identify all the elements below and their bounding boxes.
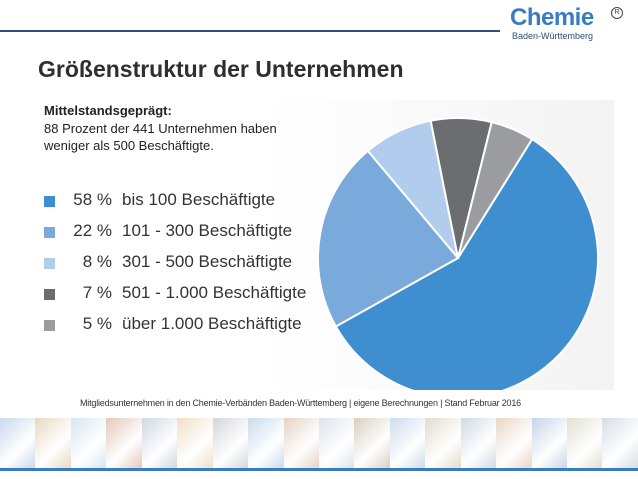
photo-tile bbox=[425, 418, 461, 468]
photo-tile bbox=[212, 418, 249, 468]
page-title: Größenstruktur der Unternehmen bbox=[38, 56, 404, 82]
chemie-logo: Chemie R Baden-Württemberg bbox=[508, 4, 632, 44]
photo-tile bbox=[106, 418, 142, 468]
photo-tile bbox=[70, 418, 107, 468]
footnote: Mitgliedsunternehmen in den Chemie-Verbä… bbox=[80, 398, 521, 408]
photo-tile bbox=[0, 418, 36, 468]
photo-tile bbox=[567, 418, 603, 468]
legend-label: über 1.000 Beschäftigte bbox=[122, 314, 302, 333]
legend-swatch bbox=[44, 320, 55, 331]
legend-swatch bbox=[44, 258, 55, 269]
photo-tile bbox=[460, 418, 497, 468]
legend-label: 301 - 500 Beschäftigte bbox=[122, 252, 293, 271]
photo-tile bbox=[389, 418, 426, 468]
legend-label: bis 100 Beschäftigte bbox=[122, 190, 276, 209]
legend-percent: 58 % bbox=[73, 190, 112, 209]
header-rule bbox=[0, 30, 500, 32]
legend-swatch bbox=[44, 196, 55, 207]
photo-tile bbox=[283, 418, 319, 468]
photo-tile bbox=[496, 418, 532, 468]
photo-tile bbox=[35, 418, 71, 468]
pie-slice bbox=[334, 137, 599, 390]
photo-tile bbox=[602, 418, 638, 468]
legend-percent: 22 % bbox=[73, 221, 112, 240]
photo-strip bbox=[0, 418, 638, 468]
subheading: Mittelstandsgeprägt: bbox=[44, 103, 172, 118]
logo-subline: Baden-Württemberg bbox=[512, 31, 594, 41]
photo-tile bbox=[318, 418, 355, 468]
photo-tile bbox=[248, 418, 284, 468]
photo-tile bbox=[177, 418, 213, 468]
pie-slice bbox=[457, 120, 534, 259]
legend-swatch bbox=[44, 227, 55, 238]
legend-percent: 5 % bbox=[82, 314, 112, 333]
photo-tile bbox=[141, 418, 178, 468]
legend-percent: 7 % bbox=[82, 283, 112, 302]
legend-swatch bbox=[44, 289, 55, 300]
description-text: 88 Prozent der 441 Unternehmen haben wen… bbox=[44, 121, 277, 153]
pie-chart bbox=[317, 117, 599, 390]
legend-label: 501 - 1.000 Beschäftigte bbox=[122, 283, 307, 302]
pie-slice bbox=[317, 149, 460, 328]
logo-word: Chemie bbox=[510, 4, 594, 31]
photo-tile bbox=[531, 418, 567, 468]
legend-percent: 8 % bbox=[82, 252, 112, 271]
photo-tile bbox=[354, 418, 390, 468]
legend-label: 101 - 300 Beschäftigte bbox=[122, 221, 293, 240]
registered-icon: R bbox=[611, 7, 623, 19]
footer-rule bbox=[0, 468, 638, 471]
